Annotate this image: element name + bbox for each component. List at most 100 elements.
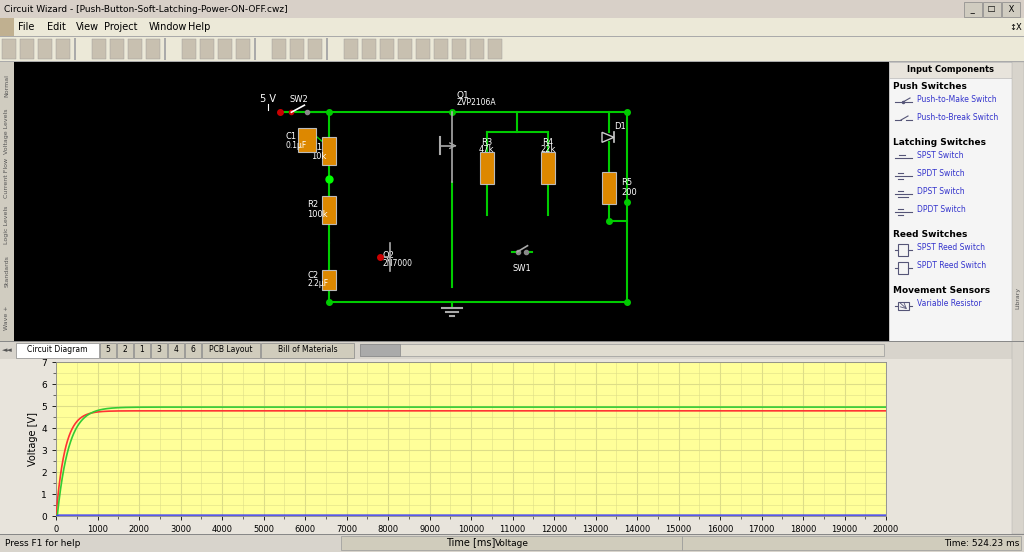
Text: D1: D1: [614, 123, 626, 131]
Text: R5: R5: [621, 178, 632, 187]
Text: 100k: 100k: [307, 210, 328, 219]
Text: Input Components: Input Components: [907, 66, 994, 75]
Bar: [0, 534, 1024, 552]
Bar: [341, 536, 682, 550]
Text: Time: 524.23 ms: Time: 524.23 ms: [944, 539, 1019, 548]
Bar: [0, 359, 1024, 534]
FancyBboxPatch shape: [168, 343, 184, 358]
Bar: [898, 302, 909, 310]
Bar: [488, 39, 502, 59]
Bar: [272, 39, 286, 59]
Text: ↕X: ↕X: [1010, 23, 1022, 31]
Text: Q2: Q2: [382, 251, 394, 260]
Text: 6: 6: [190, 346, 196, 354]
Text: 200: 200: [621, 188, 637, 197]
Text: 4: 4: [173, 346, 178, 354]
Bar: [38, 39, 52, 59]
Text: C1: C1: [285, 131, 296, 141]
Text: 10k: 10k: [311, 152, 327, 161]
FancyBboxPatch shape: [185, 343, 201, 358]
Bar: [452, 39, 466, 59]
Text: Logic Levels: Logic Levels: [4, 205, 9, 244]
Bar: [128, 39, 142, 59]
Text: 47k: 47k: [479, 145, 495, 154]
Text: R3: R3: [481, 138, 493, 147]
Text: SPDT Reed Switch: SPDT Reed Switch: [918, 262, 986, 270]
Text: DPDT Switch: DPDT Switch: [918, 205, 966, 215]
Text: Current Flow: Current Flow: [4, 158, 9, 198]
Text: Latching Switches: Latching Switches: [893, 138, 986, 147]
Bar: [398, 39, 412, 59]
Text: SW1: SW1: [512, 264, 530, 273]
Text: ◄◄: ◄◄: [2, 347, 12, 353]
Text: 2: 2: [123, 346, 127, 354]
Bar: [322, 269, 336, 290]
Bar: [0, 0, 1024, 18]
Text: SPST Switch: SPST Switch: [918, 151, 964, 161]
Bar: [92, 39, 106, 59]
Bar: [56, 39, 70, 59]
Bar: [479, 152, 494, 184]
Bar: [146, 39, 160, 59]
Bar: [1012, 62, 1024, 534]
Text: Wave +: Wave +: [4, 305, 9, 330]
Bar: [322, 196, 336, 224]
Text: DPST Switch: DPST Switch: [918, 188, 965, 197]
Text: PCB Layout: PCB Layout: [209, 346, 253, 354]
Text: Push-to-Make Switch: Push-to-Make Switch: [918, 95, 996, 104]
FancyBboxPatch shape: [100, 343, 116, 358]
Text: Voltage Levels: Voltage Levels: [4, 109, 9, 155]
Bar: [182, 39, 196, 59]
Bar: [898, 262, 908, 274]
Bar: [360, 344, 884, 356]
Bar: [362, 39, 376, 59]
Bar: [200, 39, 214, 59]
FancyBboxPatch shape: [117, 343, 133, 358]
Bar: [290, 39, 304, 59]
Bar: [0, 62, 14, 341]
Bar: [218, 39, 232, 59]
Bar: [0, 18, 1024, 36]
Text: Library: Library: [1016, 287, 1021, 309]
Bar: [344, 39, 358, 59]
X-axis label: Time [ms]: Time [ms]: [446, 537, 496, 547]
Bar: [889, 62, 1024, 78]
Bar: [14, 62, 889, 341]
Bar: [416, 39, 430, 59]
Bar: [0, 18, 14, 36]
Text: Edit: Edit: [47, 22, 66, 32]
Text: Normal: Normal: [4, 74, 9, 97]
Bar: [20, 39, 34, 59]
Text: Bill of Materials: Bill of Materials: [278, 346, 337, 354]
Text: R2: R2: [307, 200, 318, 209]
Text: R4: R4: [542, 138, 553, 147]
Text: 3: 3: [157, 346, 162, 354]
Text: Reed Switches: Reed Switches: [893, 230, 968, 239]
Text: C2: C2: [307, 271, 318, 280]
Bar: [74, 38, 76, 60]
Bar: [110, 39, 124, 59]
Bar: [0, 534, 1024, 535]
Text: 5 V: 5 V: [260, 94, 275, 104]
FancyBboxPatch shape: [261, 343, 354, 358]
Text: 1: 1: [139, 346, 144, 354]
Bar: [602, 172, 616, 204]
Text: _: _: [969, 4, 978, 13]
Text: Circuit Wizard - [Push-Button-Soft-Latching-Power-ON-OFF.cwz]: Circuit Wizard - [Push-Button-Soft-Latch…: [4, 4, 288, 13]
Bar: [236, 39, 250, 59]
Bar: [0, 36, 1024, 37]
Text: Movement Sensors: Movement Sensors: [893, 286, 990, 295]
Bar: [2, 39, 16, 59]
Bar: [898, 244, 908, 256]
Bar: [308, 39, 322, 59]
Text: Voltage: Voltage: [495, 539, 529, 548]
Bar: [254, 38, 256, 60]
Bar: [322, 137, 336, 165]
Text: File: File: [18, 22, 35, 32]
FancyBboxPatch shape: [16, 343, 99, 358]
Text: 2.2µF: 2.2µF: [307, 279, 328, 288]
Text: Press F1 for help: Press F1 for help: [5, 539, 80, 548]
Bar: [541, 152, 555, 184]
Text: SPST Reed Switch: SPST Reed Switch: [918, 243, 985, 252]
Text: Q1: Q1: [457, 91, 469, 100]
